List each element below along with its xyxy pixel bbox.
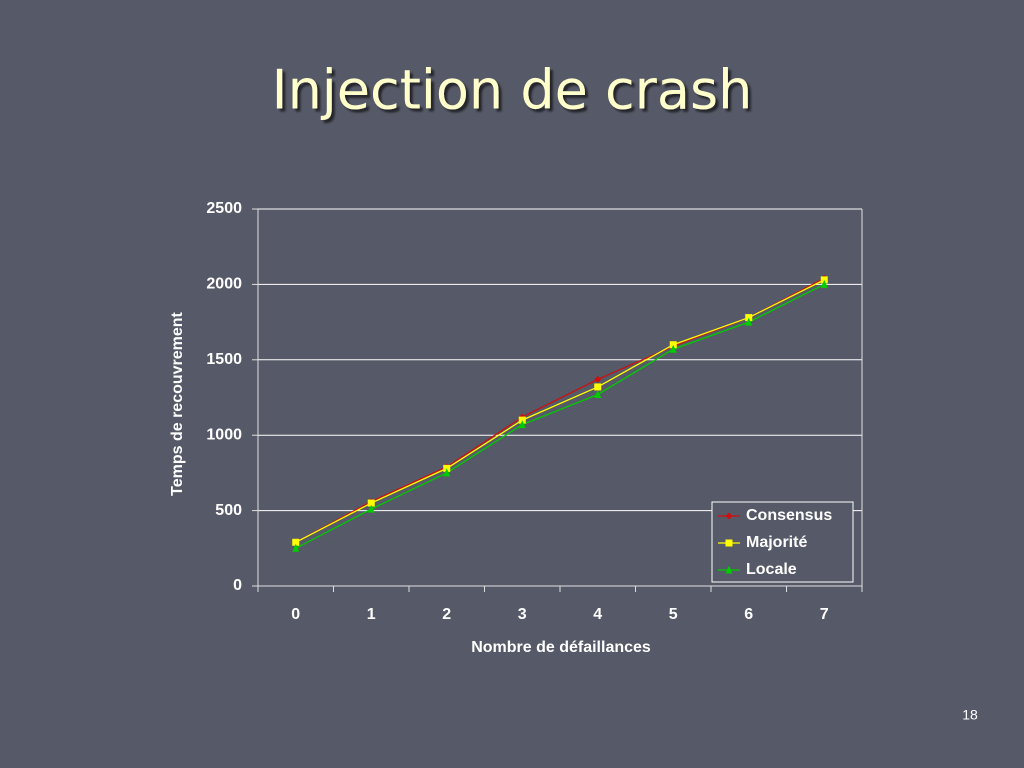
legend-marker: [725, 565, 733, 574]
series-line: [295, 283, 825, 549]
data-point: [443, 468, 451, 477]
y-axis-title: Temps de recouvrement: [169, 311, 186, 495]
series-line: [295, 279, 825, 543]
data-point: [292, 538, 300, 546]
y-tick-label: 500: [215, 502, 242, 519]
data-point: [594, 375, 602, 383]
data-point: [745, 317, 753, 326]
y-tick-label: 2500: [206, 200, 242, 217]
data-point: [367, 504, 375, 513]
x-tick-label: 5: [669, 606, 678, 623]
data-point: [518, 420, 526, 429]
data-point: [820, 279, 828, 288]
x-tick-label: 6: [744, 606, 753, 623]
data-point: [745, 314, 753, 322]
slide-title: Injection de crash: [272, 59, 753, 122]
data-point: [669, 341, 677, 349]
x-tick-label: 1: [367, 606, 376, 623]
data-point: [443, 464, 451, 472]
x-tick-label: 0: [291, 606, 300, 623]
data-point: [518, 416, 526, 424]
y-tick-label: 1000: [206, 426, 242, 443]
legend-label: Consensus: [746, 507, 832, 524]
x-tick-label: 4: [593, 606, 602, 623]
data-point: [820, 276, 828, 284]
page-number: 18: [962, 707, 978, 723]
legend-marker: [725, 539, 733, 547]
x-tick-label: 2: [442, 606, 451, 623]
x-axis-title: Nombre de défaillances: [471, 639, 651, 656]
data-point: [669, 344, 677, 353]
y-tick-label: 1500: [206, 351, 242, 368]
legend-marker: [725, 512, 733, 520]
data-point: [292, 543, 300, 552]
data-point: [367, 499, 375, 507]
y-tick-label: 2000: [206, 276, 242, 293]
y-tick-label: 0: [233, 577, 242, 594]
x-tick-label: 7: [820, 606, 829, 623]
data-point: [594, 389, 602, 398]
legend-label: Locale: [746, 561, 797, 578]
data-point: [594, 383, 602, 391]
x-tick-label: 3: [518, 606, 527, 623]
legend-label: Majorité: [746, 534, 807, 551]
legend-box: [711, 501, 854, 583]
